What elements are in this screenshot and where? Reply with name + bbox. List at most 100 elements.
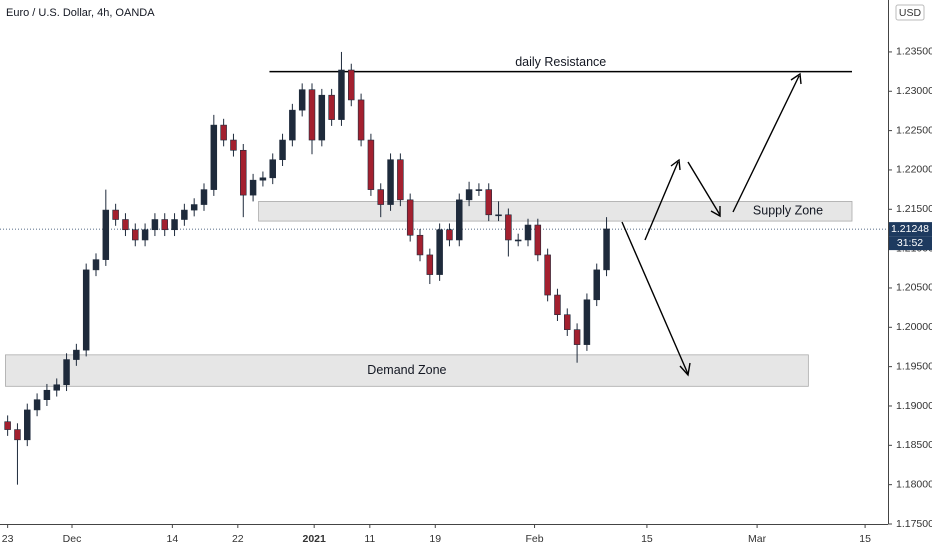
- candle-body: [505, 214, 512, 241]
- candle-body: [14, 429, 21, 441]
- zone-label: Demand Zone: [367, 363, 446, 377]
- candle-body: [485, 189, 492, 216]
- resistance-label: daily Resistance: [515, 55, 606, 69]
- candle-body: [190, 204, 198, 211]
- x-tick-label: 15: [859, 533, 871, 545]
- candle-body: [377, 189, 384, 205]
- candle-body: [465, 189, 473, 201]
- candle-body: [593, 269, 600, 301]
- x-tick-label: Feb: [525, 533, 543, 545]
- y-tick-label: 1.21500: [896, 203, 932, 215]
- x-tick-label: 2021: [303, 533, 327, 545]
- candle-body: [112, 209, 119, 220]
- candle-body: [132, 229, 139, 241]
- last-price-label: 1.21248: [891, 223, 929, 235]
- chart-title: Euro / U.S. Dollar, 4h, OANDA: [6, 7, 155, 19]
- candle-body: [426, 254, 434, 275]
- candle-body: [554, 294, 561, 316]
- candle-body: [200, 189, 208, 205]
- y-tick-label: 1.20500: [896, 282, 932, 294]
- arrow-down: [621, 221, 689, 375]
- candle-body: [230, 139, 237, 151]
- y-tick-label: 1.22000: [896, 164, 932, 176]
- y-tick-label: 1.19500: [896, 360, 932, 372]
- candle-body: [33, 399, 41, 411]
- candle-body: [171, 219, 178, 231]
- candle-body: [279, 139, 286, 161]
- candle-body: [475, 189, 483, 191]
- candle-body: [220, 124, 227, 141]
- y-tick-label: 1.23500: [896, 46, 932, 58]
- candle-body: [397, 159, 404, 201]
- candle-body: [122, 219, 129, 231]
- candle-body: [387, 159, 394, 205]
- candle-body: [210, 124, 218, 190]
- y-tick-label: 1.23000: [896, 85, 932, 97]
- candle-body: [63, 359, 70, 386]
- candle-body: [367, 139, 375, 190]
- y-tick-label: 1.22500: [896, 124, 932, 136]
- y-tick-label: 1.18000: [896, 478, 932, 490]
- plot-area: [0, 51, 888, 485]
- candle-body: [583, 299, 591, 345]
- candle-body: [573, 329, 581, 345]
- candle-body: [495, 214, 502, 217]
- candle-body: [102, 209, 110, 260]
- x-tick-label: Mar: [748, 533, 767, 545]
- y-tick-label: 1.17500: [896, 518, 932, 530]
- candle-body: [259, 177, 267, 181]
- candle-body: [544, 254, 551, 296]
- y-tick-label: 1.18500: [896, 439, 932, 451]
- zone-label: Supply Zone: [753, 204, 823, 218]
- candle-body: [269, 159, 276, 179]
- candle-body: [524, 224, 532, 241]
- candle-body: [456, 199, 463, 241]
- arrow-down: [687, 161, 721, 216]
- candle-body: [416, 234, 424, 256]
- x-tick-label: 11: [364, 533, 375, 545]
- candle-body: [436, 229, 443, 275]
- candle-body: [249, 179, 257, 196]
- x-tick-label: 19: [429, 533, 441, 545]
- candle-body: [4, 421, 11, 430]
- candle-body: [318, 94, 326, 141]
- candle-body: [289, 109, 296, 141]
- candle-body: [240, 149, 247, 196]
- candle-body: [92, 259, 100, 271]
- candle-body: [43, 389, 51, 400]
- candle-body: [24, 409, 31, 441]
- x-tick-label: 15: [641, 533, 653, 545]
- zone: [5, 354, 809, 387]
- last-price-box: [889, 222, 932, 237]
- x-tick-label: 23: [2, 533, 14, 545]
- candle-body: [298, 89, 306, 111]
- candle-body: [338, 69, 345, 120]
- candle-body: [73, 349, 80, 360]
- candle-body: [357, 99, 365, 141]
- candle-body: [53, 384, 60, 391]
- y-tick-label: 1.19000: [896, 400, 932, 412]
- candle-body: [603, 228, 610, 271]
- arrow-up: [732, 75, 800, 213]
- candle-body: [151, 219, 159, 231]
- candle-body: [308, 89, 316, 141]
- x-tick-label: 14: [167, 533, 179, 545]
- candle-body: [82, 269, 90, 351]
- countdown-box: [889, 236, 932, 251]
- candle-body: [328, 94, 335, 120]
- candle-body: [446, 229, 453, 241]
- currency-label[interactable]: USD: [899, 7, 922, 19]
- candle-body: [161, 219, 168, 231]
- arrow-head: [670, 158, 681, 171]
- currency-box[interactable]: [895, 4, 925, 21]
- zone: [258, 201, 853, 222]
- candle-body: [534, 224, 542, 256]
- candle-body: [181, 209, 188, 220]
- candle-body: [406, 199, 414, 236]
- y-tick-label: 1.20000: [896, 321, 932, 333]
- arrow-up: [644, 161, 679, 241]
- arrow-head: [679, 362, 691, 377]
- x-tick-label: Dec: [63, 533, 82, 545]
